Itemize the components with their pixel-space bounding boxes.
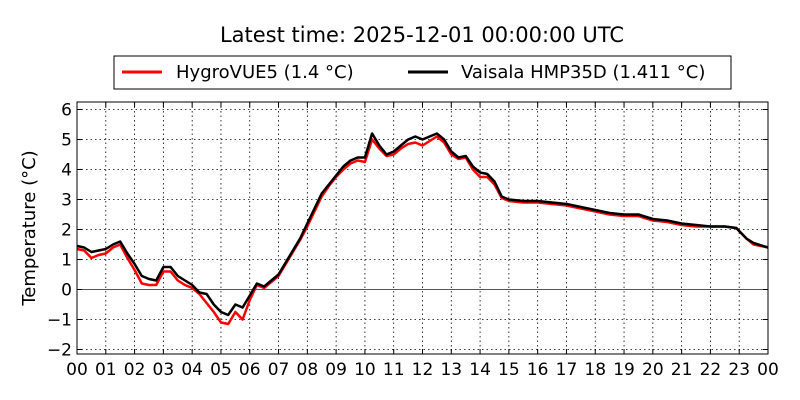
x-tick-label: 11 [383, 360, 405, 380]
x-tick-label: 00 [757, 360, 779, 380]
y-tick-label: 2 [61, 221, 72, 241]
x-tick-label: 05 [210, 360, 232, 380]
x-tick-label: 02 [124, 360, 146, 380]
x-tick-label: 17 [556, 360, 578, 380]
x-tick-label: 00 [66, 360, 88, 380]
y-tick-label: 5 [61, 131, 72, 151]
legend-label-hygrovue5: HygroVUE5 (1.4 °C) [176, 62, 354, 83]
x-tick-label: 18 [584, 360, 606, 380]
y-tick-label: 3 [61, 191, 72, 211]
legend-label-vaisala: Vaisala HMP35D (1.411 °C) [461, 62, 705, 83]
series-line-vaisala-hmp35d [76, 132, 769, 317]
x-tick-label: 09 [325, 360, 347, 380]
x-tick-label: 04 [181, 360, 203, 380]
series-line-hygrovue5 [76, 135, 769, 326]
y-tick-label: 1 [61, 251, 72, 271]
plot-frame [76, 101, 769, 355]
x-tick-label: 10 [354, 360, 376, 380]
y-tick-label: 6 [61, 101, 72, 121]
x-tick-label: 21 [671, 360, 693, 380]
x-tick-label: 12 [412, 360, 434, 380]
x-tick-label: 20 [642, 360, 664, 380]
x-tick-label: 03 [153, 360, 175, 380]
x-tick-label: 13 [440, 360, 462, 380]
chart-title: Latest time: 2025-12-01 00:00:00 UTC [220, 23, 624, 47]
x-tick-label: 08 [297, 360, 319, 380]
x-tick-label: 16 [527, 360, 549, 380]
x-tick-label: 01 [95, 360, 117, 380]
legend: HygroVUE5 (1.4 °C) Vaisala HMP35D (1.411… [113, 55, 732, 90]
x-tick-label: 07 [268, 360, 290, 380]
x-tick-label: 22 [700, 360, 722, 380]
y-tick-label: 0 [61, 281, 72, 301]
y-tick-label: −2 [47, 341, 72, 361]
x-tick-label: 19 [613, 360, 635, 380]
x-tick-label: 15 [498, 360, 520, 380]
y-tick-label: 4 [61, 161, 72, 181]
y-tick-label: −1 [47, 311, 72, 331]
x-tick-label: 06 [239, 360, 261, 380]
x-tick-label: 14 [469, 360, 491, 380]
x-tick-label: 23 [728, 360, 750, 380]
y-axis-label: Temperature (°C) [19, 150, 40, 306]
